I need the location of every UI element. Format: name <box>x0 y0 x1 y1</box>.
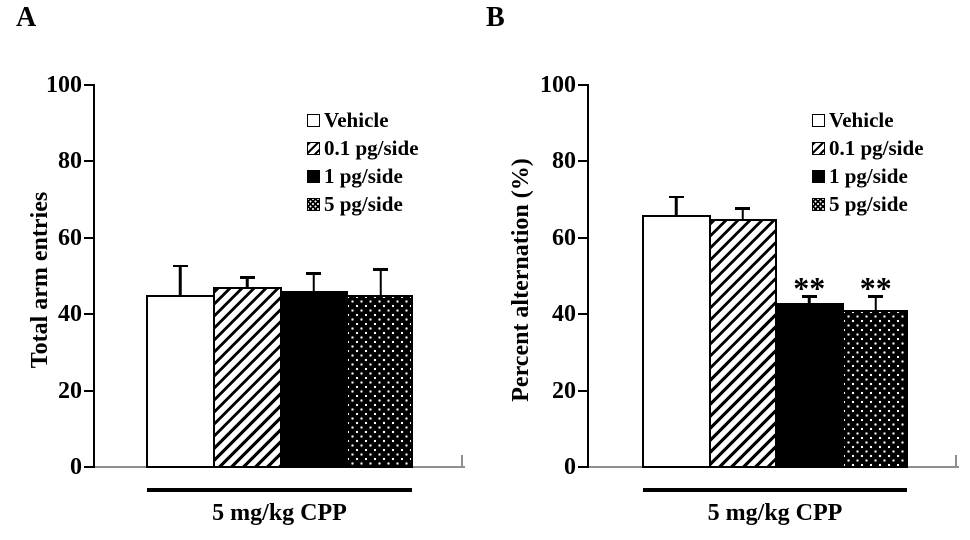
significance-marker-b: ** <box>859 270 892 307</box>
legend-swatch-white-icon <box>307 113 320 127</box>
bar-0-1-pg-side-a <box>212 287 282 468</box>
bar-vehicle-a <box>146 295 215 468</box>
y-tick-label-b: 0 <box>564 454 576 480</box>
error-bar-1-pg-side-b <box>801 295 817 303</box>
legend-swatch-black-icon <box>812 170 825 184</box>
legend-item-vehicle-a: Vehicle <box>307 107 389 133</box>
legend-item-1-pg-side-b: 1 pg/side <box>812 164 908 190</box>
error-bar-stem <box>245 276 249 288</box>
error-bar-cap <box>373 268 389 271</box>
error-bar-stem <box>379 268 382 296</box>
group-bracket-line-b <box>643 488 907 492</box>
error-bar-stem <box>741 207 744 219</box>
bar-5-pg-side-a <box>346 295 413 468</box>
y-tick-b <box>578 160 587 163</box>
y-tick-a <box>84 313 93 316</box>
error-bar-0-1-pg-side-b <box>735 207 751 219</box>
y-tick-a <box>84 84 93 86</box>
legend-swatch-dots-icon <box>812 198 825 212</box>
y-tick-a <box>84 160 93 163</box>
legend-swatch-black-icon <box>307 170 320 184</box>
error-bar-cap <box>306 272 322 275</box>
error-bar-cap <box>801 295 817 298</box>
legend-swatch-hatch-icon <box>812 141 825 155</box>
error-bar-5-pg-side-a <box>373 268 389 296</box>
y-tick-label-a: 0 <box>70 454 82 480</box>
error-bar-cap <box>239 276 255 279</box>
legend-label: 0.1 pg/side <box>324 135 419 160</box>
bar-1-pg-side-b <box>775 302 844 468</box>
legend-item-0-1-pg-side-a: 0.1 pg/side <box>307 135 419 161</box>
legend-label: 5 pg/side <box>829 192 908 217</box>
y-tick-b <box>578 466 587 468</box>
y-tick-label-b: 40 <box>552 301 576 328</box>
error-bar-vehicle-a <box>172 264 188 296</box>
y-tick-label-a: 60 <box>58 224 82 251</box>
y-tick-label-b: 60 <box>552 224 576 251</box>
y-tick-label-b: 80 <box>552 148 576 175</box>
y-tick-b <box>578 389 587 392</box>
error-bar-1-pg-side-a <box>306 272 322 292</box>
legend-swatch-white-icon <box>812 113 825 127</box>
y-tick-label-b: 20 <box>552 377 576 404</box>
legend-item-vehicle-b: Vehicle <box>812 107 894 133</box>
legend-label: 1 pg/side <box>324 164 403 189</box>
x-axis-end-tick-a <box>461 455 463 468</box>
bar-5-pg-side-b <box>841 310 908 468</box>
y-tick-a <box>84 466 93 468</box>
group-bracket-line-a <box>147 488 412 492</box>
legend-swatch-dots-icon <box>307 198 320 212</box>
error-bar-stem <box>808 295 811 303</box>
y-tick-label-a: 100 <box>46 72 82 98</box>
y-tick-a <box>84 389 93 392</box>
error-bar-5-pg-side-b <box>868 295 884 311</box>
legend-item-5-pg-side-a: 5 pg/side <box>307 192 403 218</box>
y-tick-a <box>84 236 93 239</box>
y-tick-label-a: 20 <box>58 377 82 404</box>
error-bar-stem <box>179 264 182 296</box>
y-axis-b <box>587 84 589 468</box>
y-tick-label-a: 80 <box>58 148 82 175</box>
legend-item-0-1-pg-side-b: 0.1 pg/side <box>812 135 924 161</box>
error-bar-cap <box>172 264 188 268</box>
panel-label-a: A <box>16 2 37 33</box>
error-bar-stem <box>312 272 316 292</box>
legend-item-5-pg-side-b: 5 pg/side <box>812 192 908 218</box>
legend-label: 1 pg/side <box>829 164 908 189</box>
y-axis-title-a: Total arm entries <box>27 191 53 369</box>
panel-label-b: B <box>486 2 505 33</box>
legend-label: 5 pg/side <box>324 192 403 217</box>
legend-label: Vehicle <box>324 107 389 132</box>
y-axis-a <box>93 84 95 468</box>
error-bar-cap <box>668 195 684 199</box>
y-tick-b <box>578 313 587 316</box>
error-bar-cap <box>868 295 884 298</box>
y-tick-label-b: 100 <box>540 72 576 98</box>
bar-vehicle-b <box>642 214 711 468</box>
group-label-b: 5 mg/kg CPP <box>707 500 843 526</box>
y-axis-title-b: Percent alternation (%) <box>508 158 534 402</box>
legend-label: 0.1 pg/side <box>829 135 924 160</box>
significance-marker-b: ** <box>793 270 826 307</box>
error-bar-vehicle-b <box>668 195 684 215</box>
error-bar-stem <box>874 295 877 311</box>
y-tick-b <box>578 84 587 86</box>
group-label-a: 5 mg/kg CPP <box>212 500 347 526</box>
bar-1-pg-side-a <box>279 291 349 468</box>
y-tick-label-a: 40 <box>58 301 82 328</box>
legend-swatch-hatch-icon <box>307 141 320 155</box>
error-bar-stem <box>675 195 678 215</box>
legend-label: Vehicle <box>829 107 894 132</box>
error-bar-cap <box>735 207 751 210</box>
y-tick-b <box>578 236 587 239</box>
bar-0-1-pg-side-b <box>708 218 777 468</box>
x-axis-end-tick-b <box>955 455 957 468</box>
legend-item-1-pg-side-a: 1 pg/side <box>307 164 403 190</box>
error-bar-0-1-pg-side-a <box>239 276 255 288</box>
